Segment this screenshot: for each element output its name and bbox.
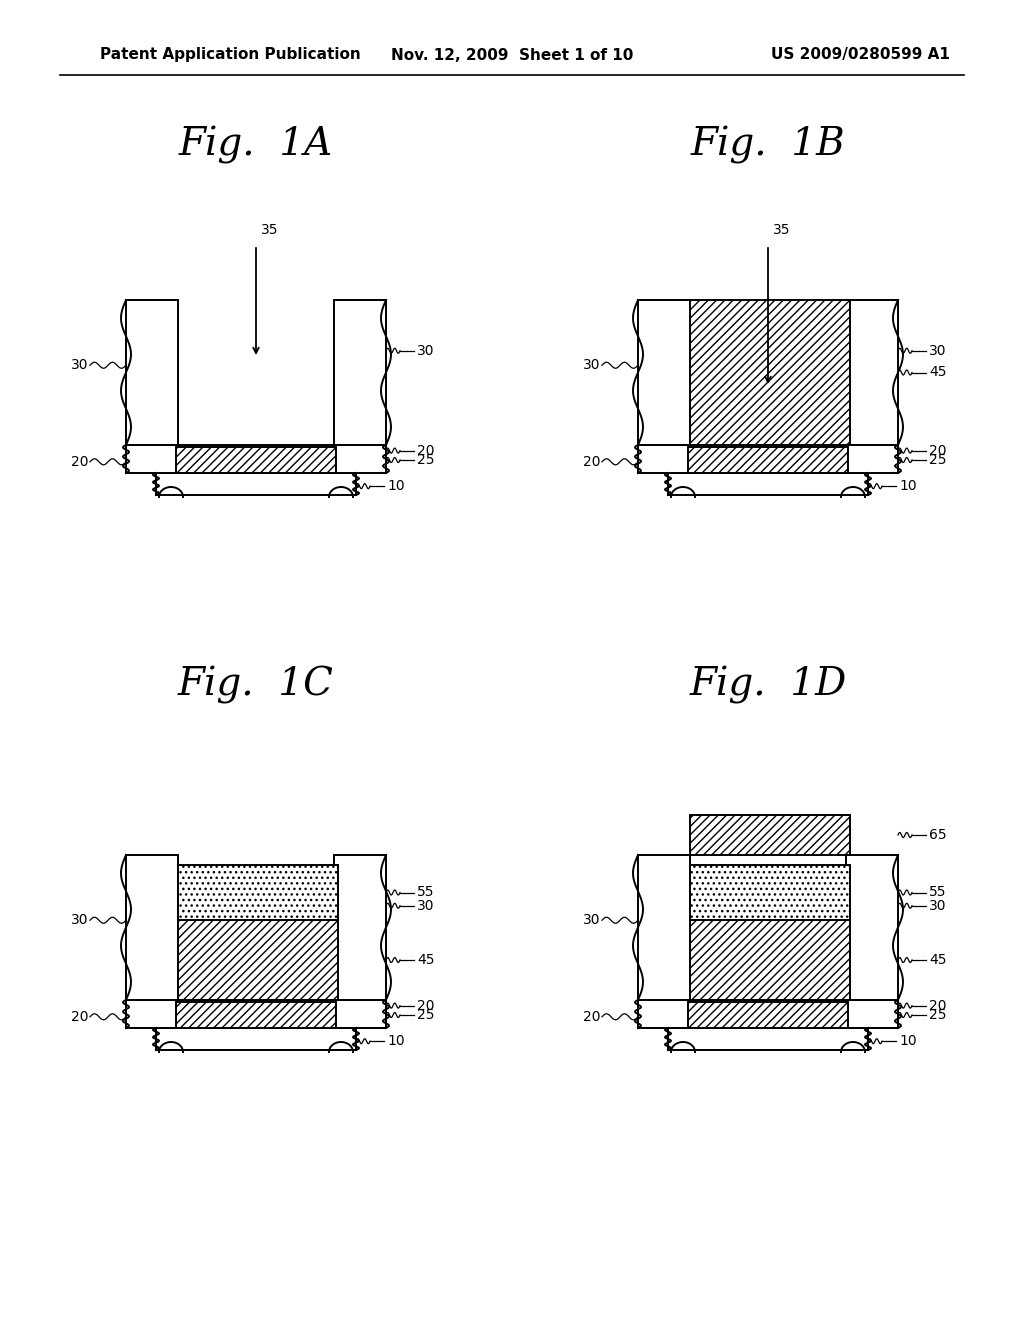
Bar	[126, 855, 178, 1001]
Text: 30: 30	[929, 899, 946, 912]
Bar	[638, 300, 690, 445]
Text: 10: 10	[899, 479, 916, 494]
Text: 20: 20	[929, 999, 946, 1012]
Bar	[688, 447, 848, 473]
Text: Nov. 12, 2009  Sheet 1 of 10: Nov. 12, 2009 Sheet 1 of 10	[391, 48, 633, 62]
Bar	[334, 300, 386, 445]
Text: 45: 45	[929, 953, 946, 968]
Text: 65: 65	[929, 828, 946, 842]
Text: 45: 45	[929, 366, 946, 380]
Text: 35: 35	[261, 223, 279, 238]
Bar	[690, 300, 850, 445]
Text: 10: 10	[899, 1034, 916, 1048]
Text: 20: 20	[583, 455, 600, 469]
Text: 20: 20	[929, 444, 946, 458]
Text: Fig.  1A: Fig. 1A	[179, 125, 333, 164]
Bar	[176, 1002, 336, 1028]
Text: US 2009/0280599 A1: US 2009/0280599 A1	[771, 48, 950, 62]
Text: 25: 25	[929, 1008, 946, 1022]
Bar	[668, 473, 868, 495]
Text: 10: 10	[387, 479, 404, 494]
Bar	[126, 300, 178, 445]
Text: 55: 55	[929, 886, 946, 899]
Text: 20: 20	[583, 1010, 600, 1024]
Text: 30: 30	[71, 358, 88, 372]
Text: 55: 55	[417, 886, 434, 899]
Bar	[156, 473, 356, 495]
Text: 25: 25	[417, 453, 434, 467]
Bar	[668, 1028, 868, 1049]
Text: 20: 20	[417, 999, 434, 1012]
Bar	[334, 855, 386, 1001]
Text: 30: 30	[71, 913, 88, 927]
Bar	[638, 445, 898, 473]
Bar	[176, 447, 336, 473]
Text: 10: 10	[387, 1034, 404, 1048]
Text: Patent Application Publication: Patent Application Publication	[100, 48, 360, 62]
Bar	[638, 1001, 898, 1028]
Bar	[156, 1028, 356, 1049]
Text: 30: 30	[929, 343, 946, 358]
Bar	[688, 1002, 848, 1028]
Text: 30: 30	[417, 899, 434, 912]
Text: Fig.  1B: Fig. 1B	[690, 125, 846, 164]
Bar	[178, 920, 338, 1001]
Text: 30: 30	[583, 358, 600, 372]
Text: 35: 35	[773, 223, 791, 238]
Text: 30: 30	[417, 343, 434, 358]
Bar	[126, 1001, 386, 1028]
Bar	[126, 445, 386, 473]
Bar	[690, 814, 850, 855]
Text: 45: 45	[417, 953, 434, 968]
Bar	[846, 855, 898, 1001]
Bar	[846, 300, 898, 445]
Text: 20: 20	[71, 455, 88, 469]
Text: 25: 25	[417, 1008, 434, 1022]
Bar	[178, 865, 338, 920]
Bar	[690, 865, 850, 920]
Text: 25: 25	[929, 453, 946, 467]
Text: 30: 30	[583, 913, 600, 927]
Text: Fig.  1D: Fig. 1D	[689, 667, 847, 704]
Text: Fig.  1C: Fig. 1C	[178, 667, 334, 704]
Text: 20: 20	[417, 444, 434, 458]
Bar	[638, 855, 690, 1001]
Bar	[690, 920, 850, 1001]
Text: 20: 20	[71, 1010, 88, 1024]
